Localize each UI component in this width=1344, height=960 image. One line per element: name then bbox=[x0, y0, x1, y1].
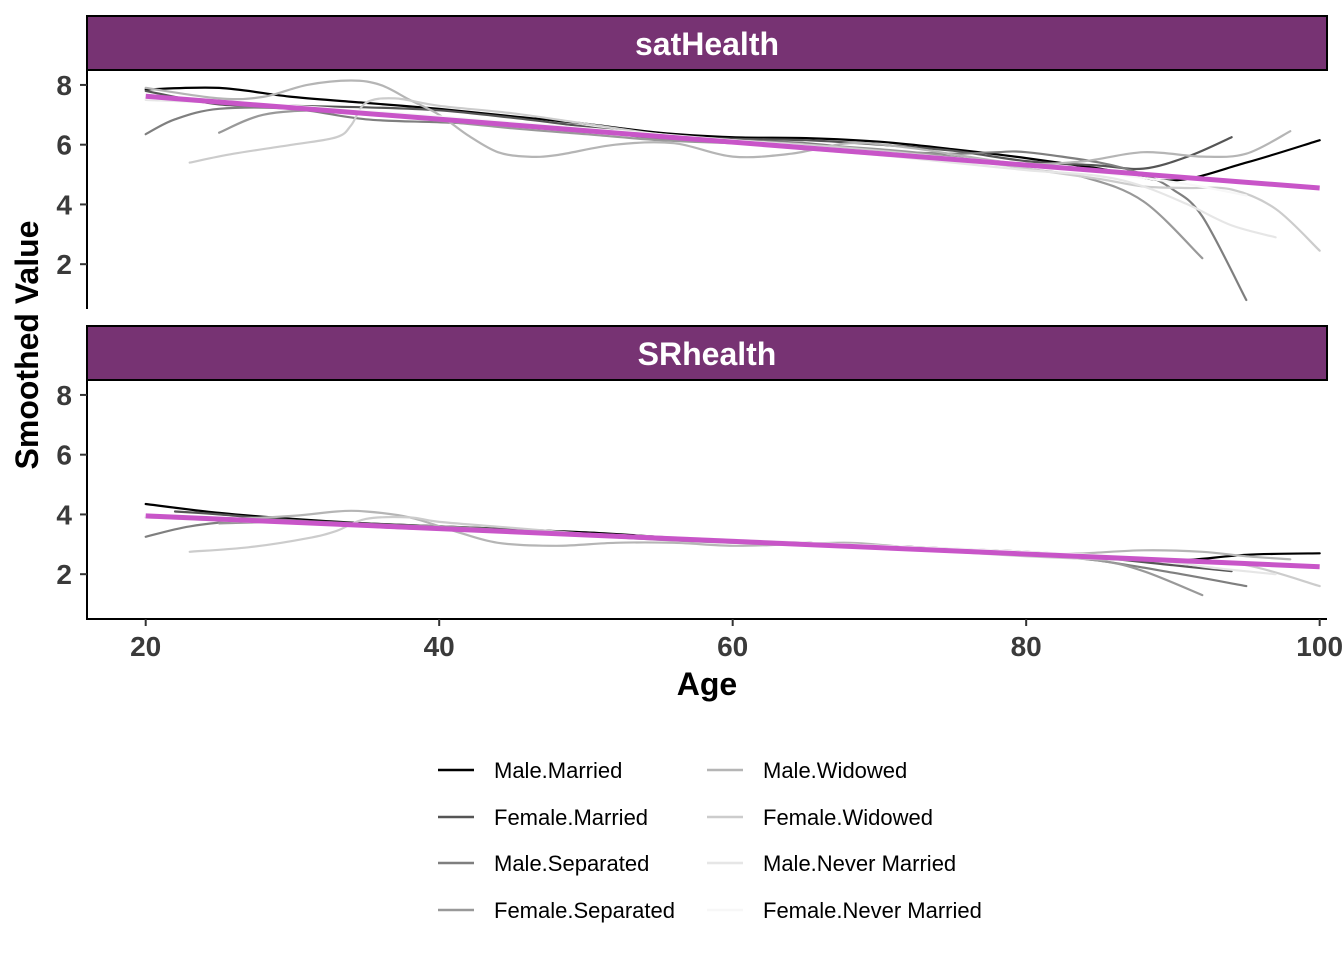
x-tick-label: 20 bbox=[130, 631, 161, 662]
x-tick-label: 100 bbox=[1296, 631, 1343, 662]
y-tick-label: 6 bbox=[56, 130, 72, 161]
legend-label-female-married: Female.Married bbox=[494, 805, 648, 830]
y-tick-label: 4 bbox=[56, 499, 72, 530]
legend-label-male-separated: Male.Separated bbox=[494, 851, 649, 876]
y-tick-label: 8 bbox=[56, 70, 72, 101]
series-lines-sathealth bbox=[144, 79, 1321, 302]
legend-label-male-married: Male.Married bbox=[494, 758, 622, 783]
panel-strip-srhealth bbox=[86, 325, 1328, 381]
panel-srhealth: SRhealth 2 4 6 8 20 40 60 80 100 bbox=[56, 325, 1343, 662]
x-tick-label: 80 bbox=[1011, 631, 1042, 662]
x-axis-ticks: 20 40 60 80 100 bbox=[130, 619, 1343, 662]
series-line-female-separated-sathealth bbox=[218, 109, 1204, 260]
y-axis-ticks-srhealth: 2 4 6 8 bbox=[56, 380, 87, 590]
series-line-male-never-married-sathealth bbox=[144, 98, 1277, 239]
legend-label-female-separated: Female.Separated bbox=[494, 898, 675, 923]
series-line-female-married-sathealth bbox=[144, 89, 1233, 171]
trend-line-sathealth bbox=[145, 93, 1320, 191]
x-tick-label: 60 bbox=[717, 631, 748, 662]
y-tick-label: 2 bbox=[56, 559, 72, 590]
panel-title-srhealth: SRhealth bbox=[638, 336, 777, 372]
legend: Male.Married Female.Married Male.Separated… bbox=[438, 758, 982, 923]
series-line-male-married-sathealth bbox=[144, 86, 1321, 182]
series-lines-srhealth bbox=[144, 502, 1321, 597]
panel-sathealth: satHealth 2 4 6 8 bbox=[56, 15, 1328, 309]
legend-label-female-widowed: Female.Widowed bbox=[763, 805, 933, 830]
y-axis-title: Smoothed Value bbox=[9, 221, 45, 470]
y-tick-label: 2 bbox=[56, 249, 72, 280]
y-tick-label: 4 bbox=[56, 189, 72, 220]
legend-label-male-widowed: Male.Widowed bbox=[763, 758, 907, 783]
panel-title-sathealth: satHealth bbox=[635, 26, 779, 62]
y-tick-label: 8 bbox=[56, 380, 72, 411]
series-line-male-widowed-srhealth bbox=[144, 509, 1292, 561]
y-axis-ticks-sathealth: 2 4 6 8 bbox=[56, 70, 87, 280]
legend-label-male-never-married: Male.Never Married bbox=[763, 851, 956, 876]
series-line-male-widowed-sathealth bbox=[144, 79, 1292, 166]
x-axis-title: Age bbox=[677, 666, 737, 702]
legend-label-female-never-married: Female.Never Married bbox=[763, 898, 982, 923]
y-tick-label: 6 bbox=[56, 440, 72, 471]
trend-line-srhealth bbox=[145, 513, 1320, 570]
panel-strip-sathealth bbox=[86, 15, 1328, 71]
x-tick-label: 40 bbox=[424, 631, 455, 662]
